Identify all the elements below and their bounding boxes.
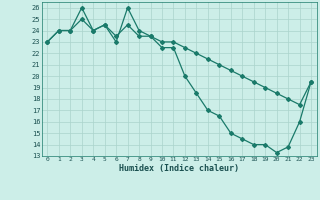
- X-axis label: Humidex (Indice chaleur): Humidex (Indice chaleur): [119, 164, 239, 173]
